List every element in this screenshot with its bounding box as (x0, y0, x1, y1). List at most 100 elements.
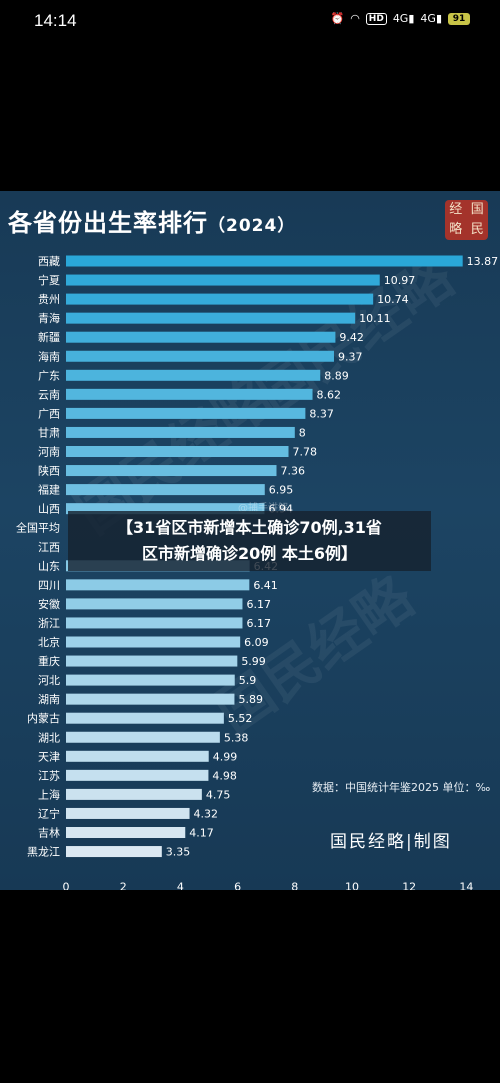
category-label: 湖南 (38, 693, 60, 706)
category-label: 西藏 (38, 255, 60, 268)
category-label: 天津 (38, 750, 60, 763)
hd-badge: HD (365, 12, 387, 25)
category-label: 海南 (38, 349, 60, 363)
category-label: 上海 (38, 787, 60, 801)
value-label: 6.09 (244, 636, 269, 649)
value-label: 4.99 (213, 750, 238, 763)
value-label: 8.62 (317, 388, 342, 401)
caption-line-1: 【31省区市新增本土确诊70例,31省 (117, 518, 382, 537)
x-tick-label: 10 (345, 881, 359, 890)
category-label: 内蒙古 (27, 711, 60, 725)
status-icons: ⏰ ◠ HD 4G▮ 4G▮ 91 (330, 12, 470, 25)
value-label: 4.98 (212, 769, 237, 782)
category-label: 云南 (38, 388, 60, 401)
bar (66, 293, 374, 305)
category-label: 甘肃 (38, 426, 60, 439)
category-label: 辽宁 (38, 806, 60, 820)
signal-2-icon: 4G▮ (420, 12, 442, 25)
category-label: 贵州 (38, 293, 60, 306)
value-label: 13.87 (467, 255, 499, 268)
caption-line-2: 区市新增确诊20例 本土6例】 (142, 544, 357, 563)
category-label: 江苏 (38, 769, 60, 782)
value-label: 8 (299, 426, 306, 439)
bar (66, 426, 295, 438)
value-label: 9.42 (339, 331, 364, 344)
source-note: 数据：中国统计年鉴2025 单位：‰ (312, 781, 491, 794)
category-label: 安徽 (38, 597, 60, 611)
value-label: 8.89 (324, 369, 349, 382)
value-label: 5.99 (241, 655, 266, 668)
category-label: 黑龙江 (27, 846, 60, 859)
bar (66, 788, 202, 800)
bar (66, 769, 209, 781)
value-label: 3.35 (166, 846, 191, 859)
bar (66, 655, 238, 667)
value-label: 6.17 (246, 598, 271, 611)
bar (66, 503, 265, 515)
bar (66, 388, 313, 400)
value-label: 4.32 (194, 807, 219, 820)
category-label: 广东 (38, 369, 60, 382)
category-label: 新疆 (38, 330, 60, 344)
bar (66, 255, 463, 267)
bar (66, 807, 190, 819)
value-label: 5.38 (224, 731, 249, 744)
category-label: 四川 (38, 579, 60, 592)
x-tick-label: 6 (234, 881, 241, 890)
category-label: 陕西 (38, 464, 60, 478)
value-label: 6.17 (246, 617, 271, 630)
x-tick-label: 0 (63, 881, 70, 890)
status-bar: 14:14 ⏰ ◠ HD 4G▮ 4G▮ 91 (0, 0, 500, 44)
category-label: 广西 (38, 407, 60, 420)
bar (66, 636, 241, 648)
x-tick-label: 2 (120, 881, 127, 890)
value-label: 10.74 (377, 293, 409, 306)
category-label: 福建 (38, 483, 60, 497)
alarm-icon: ⏰ (330, 12, 345, 25)
bar (66, 674, 235, 686)
bar (66, 350, 334, 362)
bar (66, 693, 235, 705)
bar (66, 579, 250, 591)
category-label: 江西 (38, 541, 60, 554)
bar (66, 465, 277, 477)
x-tick-label: 4 (177, 881, 184, 890)
category-label: 河南 (38, 446, 60, 459)
x-tick-label: 12 (402, 881, 416, 890)
value-label: 5.9 (239, 674, 256, 687)
bar (66, 827, 186, 838)
value-label: 8.37 (309, 407, 334, 420)
wifi-icon: ◠ (350, 12, 360, 25)
x-tick-label: 14 (459, 881, 473, 890)
value-label: 4.75 (206, 788, 231, 801)
bar (66, 712, 224, 724)
bar (66, 274, 380, 286)
value-label: 9.37 (338, 350, 363, 363)
category-label: 吉林 (38, 826, 60, 840)
value-label: 5.52 (228, 712, 253, 725)
bar (66, 617, 243, 629)
value-label: 10.11 (359, 312, 391, 325)
center-watermark: @捕手讲解 (238, 501, 288, 514)
bar (66, 331, 336, 343)
bar (66, 484, 265, 496)
battery-icon: 91 (448, 12, 470, 25)
category-label: 青海 (38, 311, 60, 325)
value-label: 10.97 (384, 274, 416, 287)
value-label: 7.36 (280, 465, 305, 478)
brand-footer: 国民经略|制图 (330, 832, 452, 852)
bar (66, 750, 209, 762)
value-label: 4.17 (189, 827, 214, 840)
category-label: 全国平均 (16, 521, 60, 535)
category-label: 重庆 (38, 654, 60, 668)
category-label: 北京 (38, 635, 60, 649)
chart-year: （2024） (208, 216, 296, 236)
chart-title: 各省份出生率排行（2024） (8, 209, 296, 237)
bar (66, 598, 243, 610)
value-label: 6.41 (253, 579, 277, 592)
bar (66, 846, 162, 858)
bar (66, 731, 220, 743)
value-label: 6.95 (269, 484, 294, 497)
bar (66, 407, 306, 419)
category-label: 山东 (38, 560, 60, 573)
